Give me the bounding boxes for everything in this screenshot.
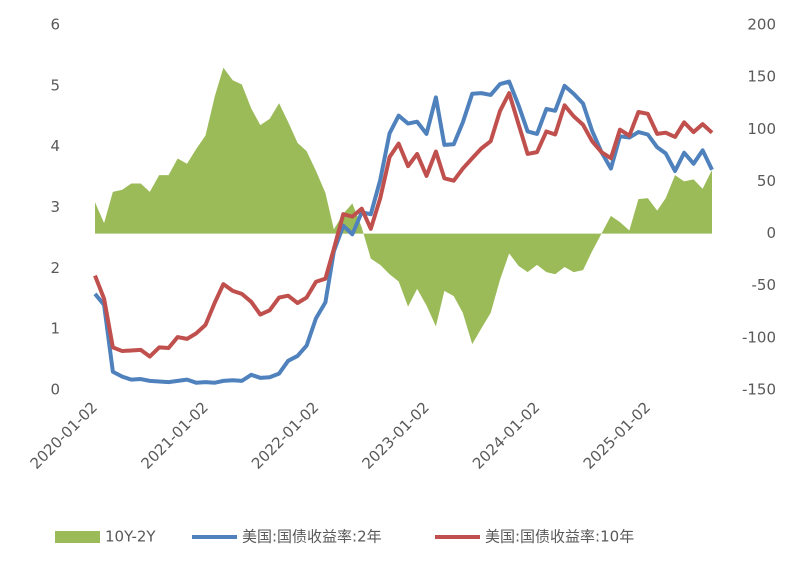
y2-tick-label: 0 [766, 224, 776, 242]
y-tick-label: 2 [50, 259, 60, 277]
x-tick-label: 2023-01-02 [358, 398, 432, 472]
y2-tick-label: 50 [757, 172, 776, 190]
y-tick-label: 3 [50, 198, 60, 216]
y-tick-label: 1 [50, 320, 60, 338]
y2-tick-label: -100 [742, 328, 776, 346]
legend-label: 美国:国债收益率:10年 [485, 528, 634, 546]
y2-tick-label: 200 [747, 16, 776, 34]
line [93, 91, 714, 359]
y-tick-label: 0 [50, 381, 60, 399]
y-tick-label: 5 [50, 76, 60, 94]
x-tick-label: 2022-01-02 [248, 398, 322, 472]
area [95, 67, 712, 345]
y-tick-label: 4 [50, 137, 60, 155]
x-tick-label: 2024-01-02 [469, 398, 543, 472]
x-tick-label: 2025-01-02 [580, 398, 654, 472]
line [93, 79, 714, 385]
y2-tick-label: 150 [747, 68, 776, 86]
y2-tick-label: -150 [742, 381, 776, 399]
legend-label: 10Y-2Y [105, 528, 156, 546]
y2-tick-label: 100 [747, 120, 776, 138]
x-tick-label: 2020-01-02 [27, 398, 101, 472]
legend-swatch [55, 531, 100, 543]
legend-label: 美国:国债收益率:2年 [242, 528, 382, 546]
x-tick-label: 2021-01-02 [137, 398, 211, 472]
y2-tick-label: -50 [752, 276, 777, 294]
y-tick-label: 6 [50, 16, 60, 34]
